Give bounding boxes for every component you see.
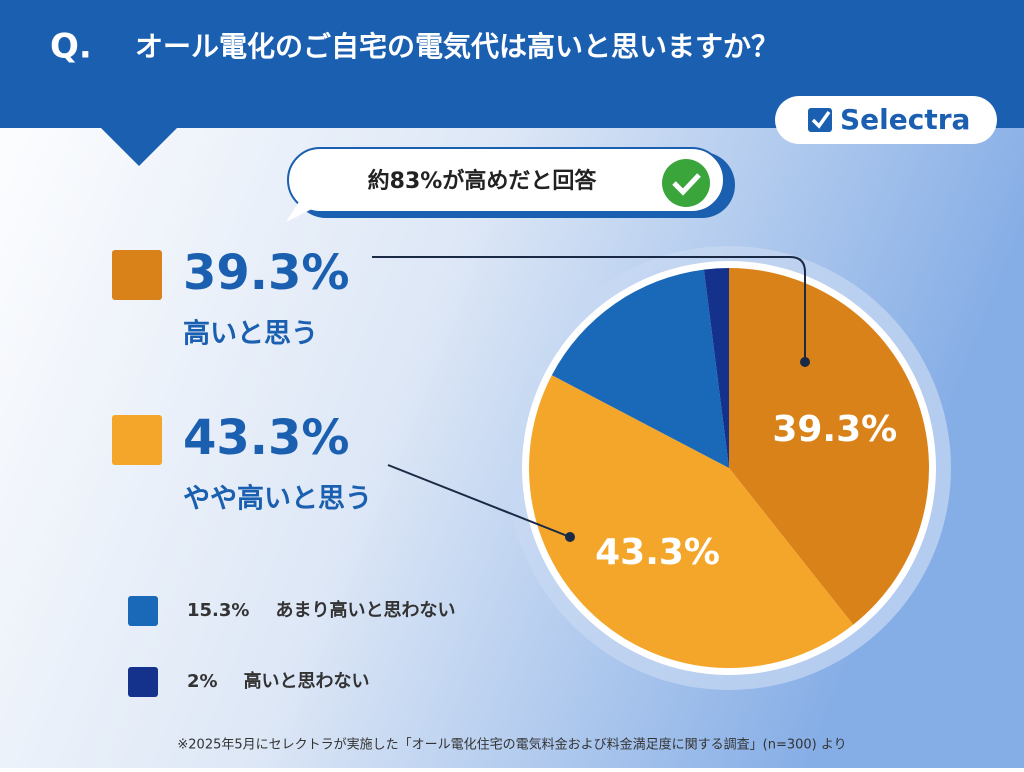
pie: 39.3% 43.3% [528, 268, 929, 669]
check-icon [662, 159, 710, 207]
brand-name: Selectra [840, 103, 970, 136]
header-notch [100, 127, 178, 166]
leader-dot [565, 532, 575, 542]
legend-swatch [112, 415, 162, 465]
callout-text: 約83%が高めだと回答 [368, 168, 598, 194]
callout-bubble [287, 147, 725, 213]
legend-value: 15.3% [187, 600, 249, 621]
legend-value: 43.3% [183, 410, 350, 466]
pie-slice [729, 268, 929, 625]
pie-slice [703, 268, 729, 468]
leader-line [372, 256, 806, 362]
slice-label: 43.3% [595, 532, 720, 573]
footnote: ※2025年5月にセレクトラが実施した「オール電化住宅の電気料金および料金満足度… [177, 737, 846, 753]
chart-title: オール電化のご自宅の電気代は高いと思いますか？ [135, 30, 779, 63]
legend-swatch [112, 250, 162, 300]
legend: 39.3% 高いと思う 43.3% やや高いと思う 15.3% あまり高いと思わない 2% 高… [112, 245, 455, 697]
legend-name: 高いと思う [183, 318, 318, 350]
q-mark: Q. [50, 27, 92, 67]
slice-label: 39.3% [772, 409, 897, 450]
legend-name: 高いと思わない [244, 670, 370, 692]
leader-line [387, 464, 571, 538]
leader-dot [800, 357, 810, 367]
legend-swatch [128, 596, 158, 626]
legend-value: 39.3% [183, 245, 350, 301]
legend-value: 2% [187, 671, 218, 692]
callout-tail [286, 200, 318, 222]
brand-check [811, 110, 831, 129]
legend-name: あまり高いと思わない [275, 599, 455, 621]
brand-badge [775, 96, 997, 144]
pie-slice [551, 269, 729, 468]
legend-name: やや高いと思う [183, 483, 372, 515]
pie-slice [528, 375, 854, 669]
check-mark [672, 173, 701, 196]
legend-swatch [128, 667, 158, 697]
